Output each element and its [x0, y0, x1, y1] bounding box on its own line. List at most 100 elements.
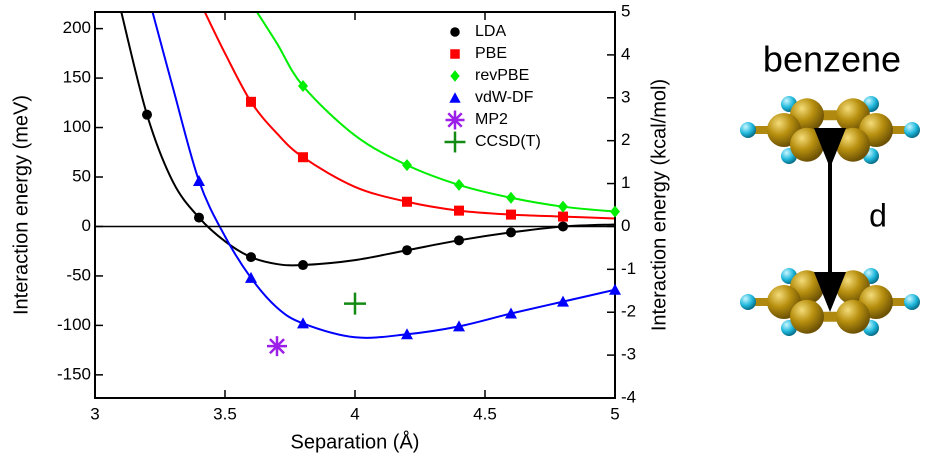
- y2-tick-label: 4: [621, 44, 630, 63]
- marker: [506, 227, 516, 238]
- marker-shape: [450, 27, 460, 37]
- marker: [505, 307, 517, 319]
- legend-label: MP2: [475, 111, 508, 128]
- marker-shape: [557, 295, 569, 307]
- marker-shape: [298, 79, 308, 92]
- y-tick-label: -50: [66, 265, 91, 284]
- y-tick-label: 100: [63, 117, 91, 136]
- x-tick-label: 4: [350, 404, 359, 423]
- marker: [506, 191, 516, 204]
- marker-shape: [506, 227, 516, 238]
- marker-shape: [558, 221, 568, 232]
- x-tick-label: 5: [610, 404, 619, 423]
- marker: [610, 205, 620, 218]
- marker: [454, 235, 464, 246]
- marker-shape: [558, 200, 568, 213]
- marker: [450, 27, 460, 37]
- fit-curve: [203, 12, 615, 220]
- marker: [402, 196, 412, 207]
- marker-shape: [298, 260, 308, 271]
- marker: [609, 283, 621, 295]
- y-tick-label: -150: [57, 364, 91, 383]
- y-tick-label: 50: [72, 166, 91, 185]
- marker-shape: [401, 328, 413, 340]
- marker-shape: [610, 205, 620, 218]
- marker-shape: [447, 112, 463, 128]
- marker: [453, 320, 465, 332]
- y2-tick-label: 3: [621, 87, 630, 106]
- carbon: [836, 127, 870, 162]
- marker: [402, 245, 412, 256]
- marker-shape: [454, 178, 464, 191]
- y2-tick-label: -4: [621, 387, 636, 406]
- carbon: [836, 299, 870, 334]
- marker-shape: [269, 338, 285, 355]
- marker-shape: [297, 317, 309, 329]
- marker: [445, 110, 465, 130]
- marker: [454, 205, 464, 216]
- y-tick-label: 0: [82, 216, 91, 235]
- marker-shape: [245, 271, 257, 283]
- y-axis-label: Interaction energy (meV): [10, 95, 32, 315]
- marker-shape: [609, 283, 621, 295]
- y2-tick-label: -1: [621, 259, 636, 278]
- hydrogen: [904, 294, 920, 310]
- marker-shape: [453, 320, 465, 332]
- marker: [246, 96, 256, 107]
- y-tick-label: 200: [63, 18, 91, 37]
- marker: [449, 92, 461, 103]
- marker: [267, 336, 287, 357]
- marker-shape: [449, 92, 461, 103]
- legend-label: LDA: [475, 23, 506, 40]
- x-tick-label: 4.5: [473, 404, 497, 423]
- legend-label: CCSD(T): [475, 133, 541, 150]
- legend-label: PBE: [475, 45, 507, 62]
- marker-shape: [454, 235, 464, 246]
- marker: [245, 271, 257, 283]
- marker-shape: [402, 196, 412, 207]
- plot-area: [120, 12, 615, 339]
- x-tick-label: 3.5: [213, 404, 237, 423]
- marker: [194, 212, 204, 223]
- marker: [298, 260, 308, 271]
- marker-shape: [454, 205, 464, 216]
- y2-tick-label: -2: [621, 302, 636, 321]
- marker: [297, 317, 309, 329]
- marker-shape: [450, 49, 460, 59]
- marker: [246, 252, 256, 263]
- marker: [558, 211, 568, 222]
- marker-shape: [558, 211, 568, 222]
- marker: [401, 328, 413, 340]
- marker-shape: [506, 209, 516, 220]
- marker-shape: [246, 252, 256, 263]
- hydrogen: [740, 122, 756, 138]
- marker: [344, 292, 366, 315]
- fit-curve: [120, 12, 615, 267]
- marker: [298, 79, 308, 92]
- marker: [557, 295, 569, 307]
- marker-shape: [505, 307, 517, 319]
- y-tick-label: 150: [63, 68, 91, 87]
- marker-shape: [506, 191, 516, 204]
- hydrogen: [740, 294, 756, 310]
- carbon: [790, 127, 824, 162]
- marker: [506, 209, 516, 220]
- y-tick-label: -100: [57, 315, 91, 334]
- y2-tick-label: 5: [621, 1, 630, 20]
- molecule-label: benzene: [763, 39, 901, 80]
- y2-tick-label: 2: [621, 130, 630, 149]
- y2-tick-label: 1: [621, 173, 630, 192]
- distance-label: d: [869, 197, 887, 233]
- carbon: [790, 299, 824, 334]
- marker-shape: [450, 70, 460, 82]
- marker: [142, 109, 152, 120]
- marker: [450, 70, 460, 82]
- y2-tick-label: -3: [621, 345, 636, 364]
- marker-shape: [142, 109, 152, 120]
- legend-label: vdW-DF: [475, 89, 534, 106]
- fit-curve: [151, 12, 615, 339]
- marker-shape: [246, 96, 256, 107]
- marker: [193, 174, 205, 186]
- molecule: [740, 96, 920, 336]
